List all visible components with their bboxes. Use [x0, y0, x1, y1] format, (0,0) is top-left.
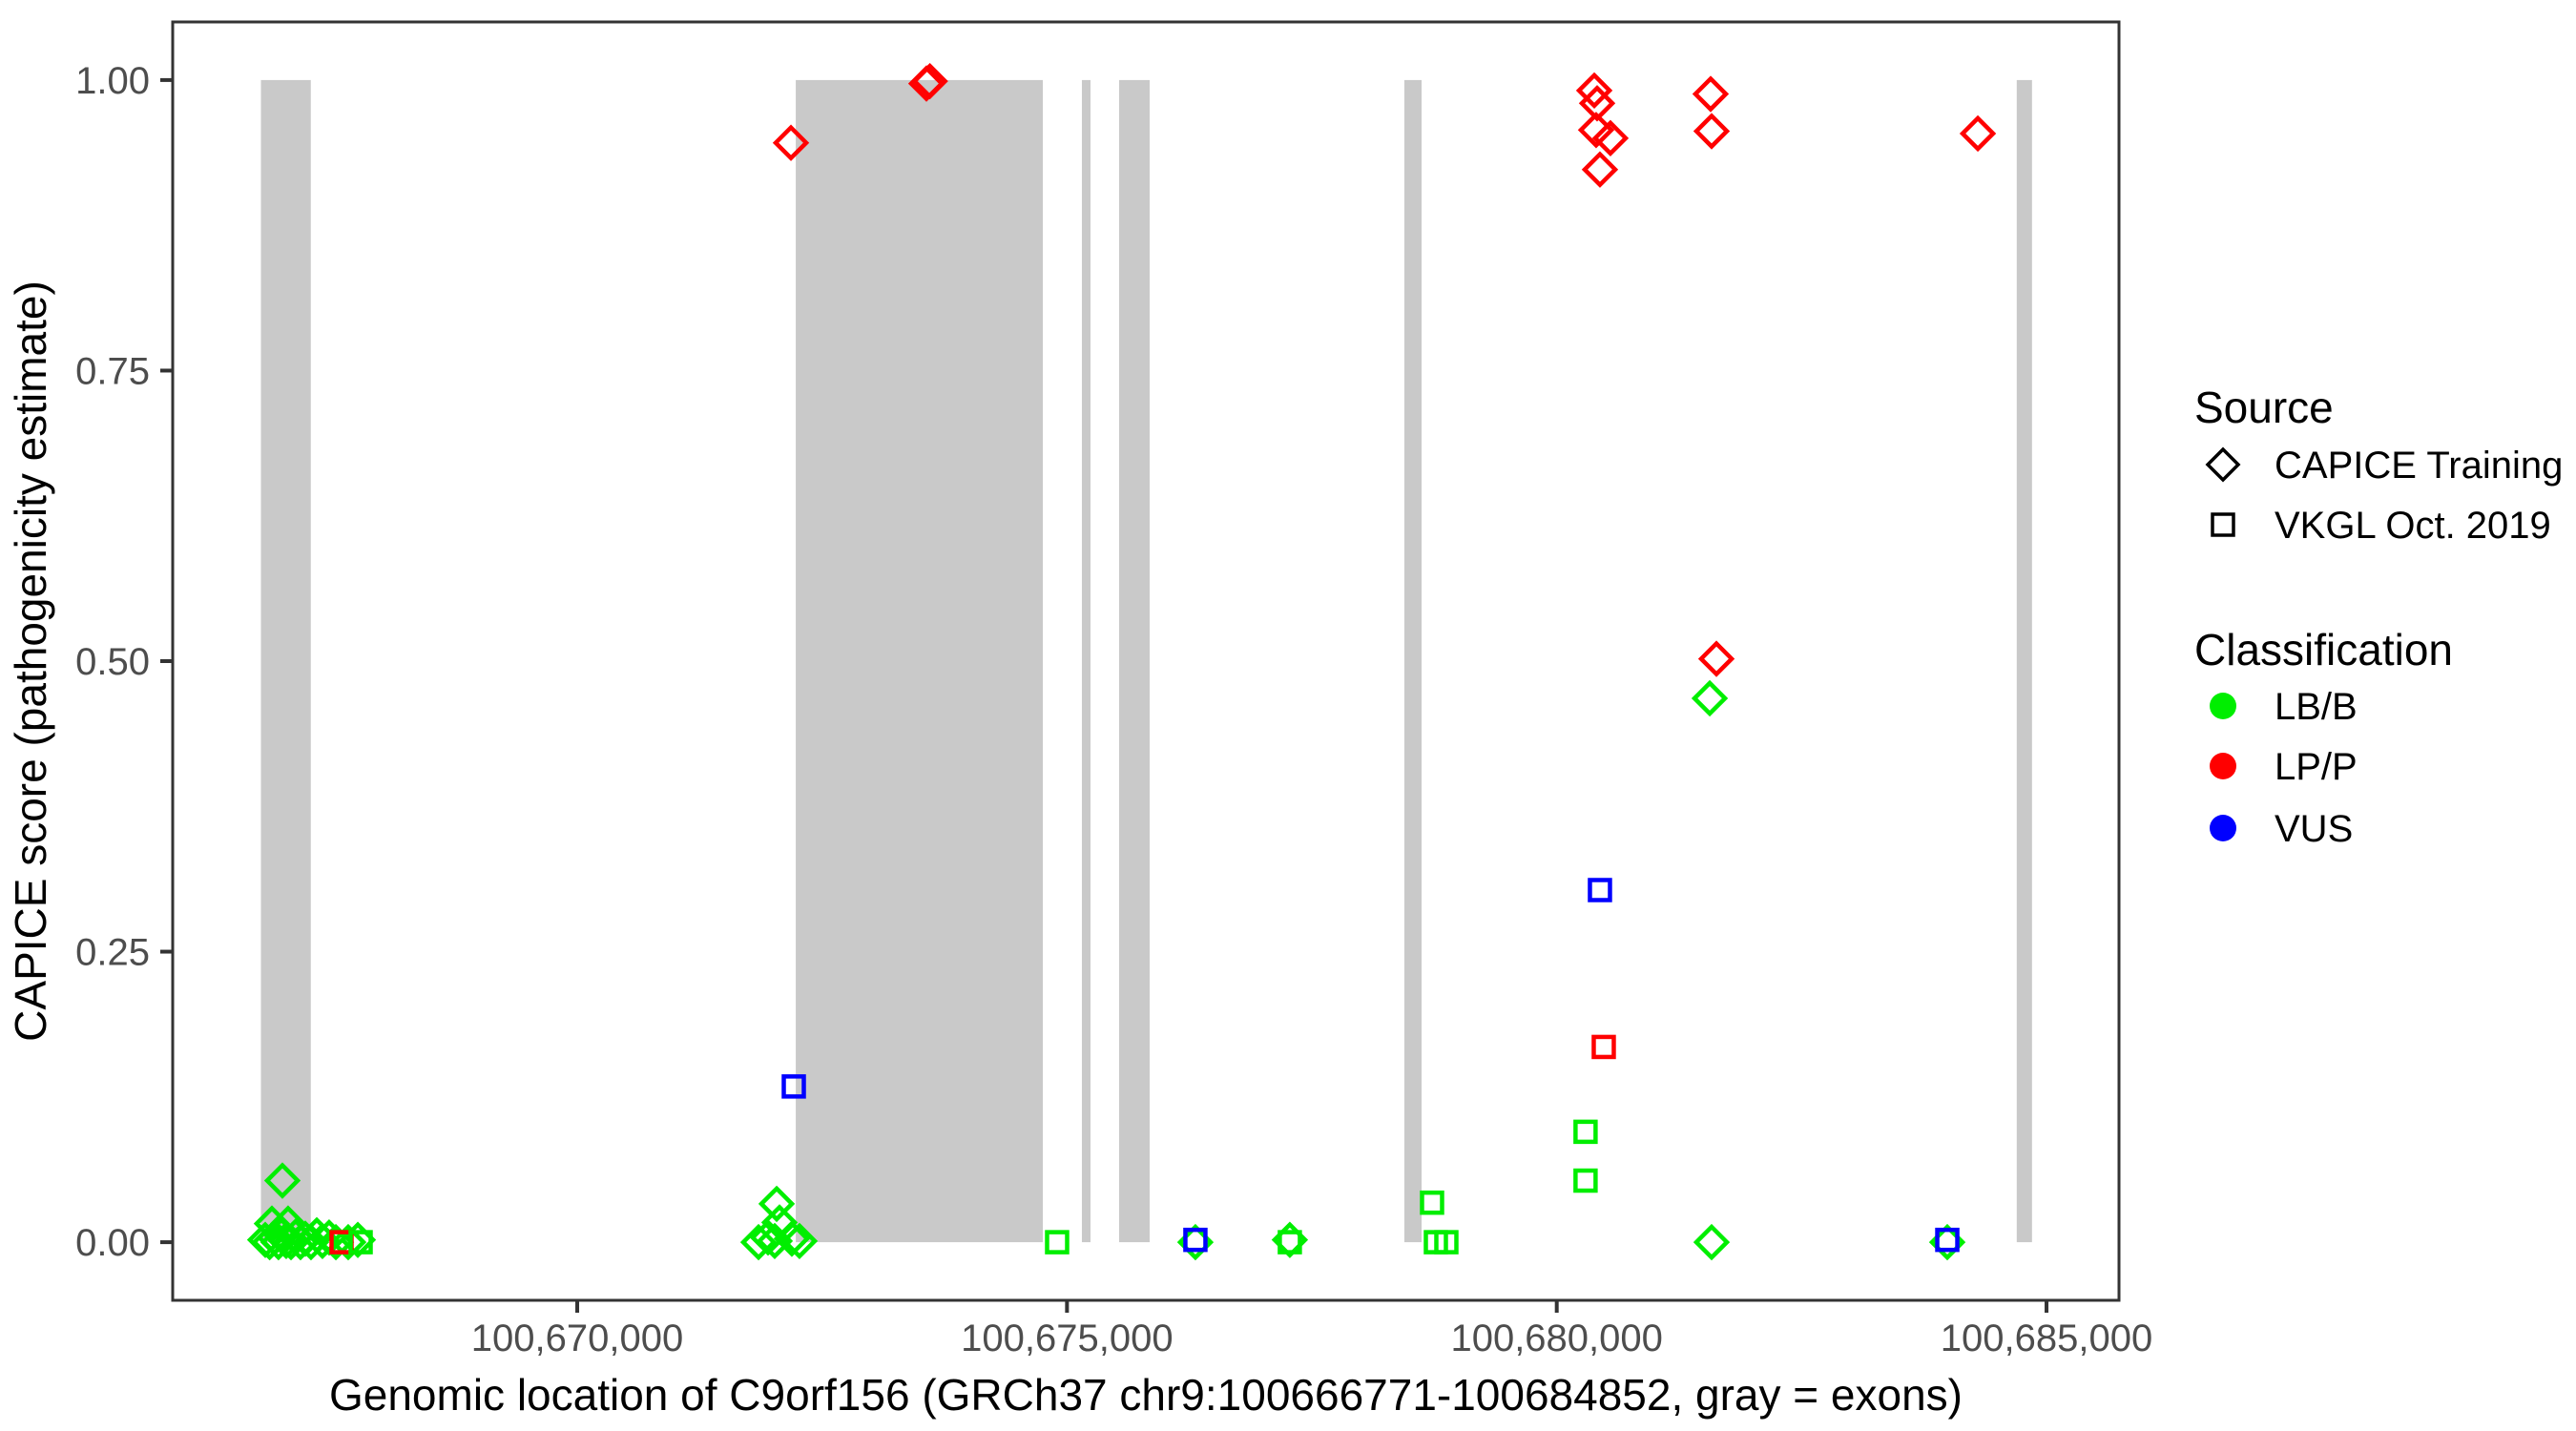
data-point-diamond — [756, 1222, 794, 1260]
legend-item-vkgl: VKGL Oct. 2019 — [2211, 505, 2551, 547]
x-tick-label: 100,675,000 — [961, 1317, 1173, 1359]
data-point-diamond — [1581, 151, 1619, 188]
legend-item-label: CAPICE Training — [2275, 445, 2563, 487]
data-point-diamond — [1693, 1223, 1731, 1261]
y-tick-label: 0.75 — [75, 350, 150, 392]
data-point-diamond — [1697, 640, 1735, 677]
data-point-diamond — [329, 1223, 367, 1261]
data-point-square — [1420, 1190, 1444, 1215]
data-point-diamond — [339, 1221, 377, 1258]
data-point-square — [1573, 1168, 1598, 1193]
data-point-diamond — [1575, 72, 1613, 110]
legend-source-title: Source — [2194, 383, 2334, 432]
data-point-square — [781, 1074, 806, 1099]
x-axis: 100,670,000 100,675,000 100,680,000 100,685… — [471, 1300, 2152, 1359]
legend-item-lpp: LP/P — [2210, 746, 2358, 788]
data-point-diamond — [1591, 119, 1630, 156]
data-point-diamond — [267, 1222, 305, 1260]
legend-item-lbb: LB/B — [2210, 686, 2358, 728]
lpp-dot-icon — [2210, 753, 2236, 779]
y-axis: 1.00 0.75 0.50 0.25 0.00 — [75, 60, 173, 1264]
data-point-square — [1278, 1230, 1302, 1255]
legend: Source CAPICE Training VKGL Oct. 2019 Cl… — [2194, 383, 2563, 850]
legend-classification-title: Classification — [2194, 625, 2453, 674]
data-point-square — [1434, 1230, 1459, 1255]
x-axis-title: Genomic location of C9orf156 (GRCh37 chr… — [329, 1370, 1963, 1420]
x-tick-label: 100,670,000 — [471, 1317, 683, 1359]
exon-bar — [1118, 79, 1151, 1243]
x-tick-label: 100,685,000 — [1941, 1317, 2152, 1359]
data-point-square — [1573, 1119, 1598, 1145]
x-tick-label: 100,680,000 — [1450, 1317, 1662, 1359]
data-point-diamond — [1959, 114, 1997, 153]
data-point-square — [1935, 1227, 1960, 1253]
point-layer — [246, 62, 1997, 1261]
legend-item-label: LP/P — [2275, 746, 2358, 788]
data-point-diamond — [911, 62, 948, 100]
exon-bar — [796, 79, 1043, 1243]
data-point-diamond — [758, 1185, 796, 1223]
lbb-dot-icon — [2210, 693, 2236, 719]
legend-item-label: VKGL Oct. 2019 — [2275, 505, 2551, 547]
exon-bar — [1403, 79, 1423, 1243]
exon-layer — [260, 79, 2032, 1243]
exon-bar — [2016, 79, 2032, 1243]
diamond-icon — [2205, 446, 2241, 483]
data-point-diamond — [749, 1219, 787, 1256]
y-tick-label: 0.50 — [75, 641, 150, 683]
data-point-diamond — [263, 1162, 301, 1199]
y-tick-label: 0.25 — [75, 932, 150, 974]
data-point-square — [348, 1230, 373, 1255]
legend-item-label: VUS — [2275, 808, 2353, 850]
data-point-diamond — [1692, 75, 1730, 113]
legend-item-label: LB/B — [2275, 686, 2358, 728]
legend-item-capice-training: CAPICE Training — [2205, 445, 2563, 487]
legend-item-vus: VUS — [2210, 808, 2353, 850]
y-axis-title: CAPICE score (pathogenicity estimate) — [6, 280, 55, 1042]
vus-dot-icon — [2210, 815, 2236, 841]
exon-bar — [1081, 79, 1091, 1243]
data-point-diamond — [739, 1223, 778, 1261]
exon-bar — [260, 79, 311, 1243]
data-point-diamond — [780, 1222, 819, 1260]
data-point-diamond — [773, 1220, 811, 1257]
square-icon — [2211, 512, 2235, 537]
y-tick-label: 0.00 — [75, 1222, 150, 1264]
data-point-square — [1588, 878, 1612, 902]
data-point-diamond — [772, 124, 810, 161]
data-point-square — [1183, 1227, 1208, 1253]
y-tick-label: 1.00 — [75, 60, 150, 102]
data-point-square — [1591, 1034, 1616, 1060]
data-point-diamond — [1693, 113, 1731, 150]
data-point-diamond — [1691, 679, 1729, 717]
data-point-square — [1045, 1230, 1070, 1255]
